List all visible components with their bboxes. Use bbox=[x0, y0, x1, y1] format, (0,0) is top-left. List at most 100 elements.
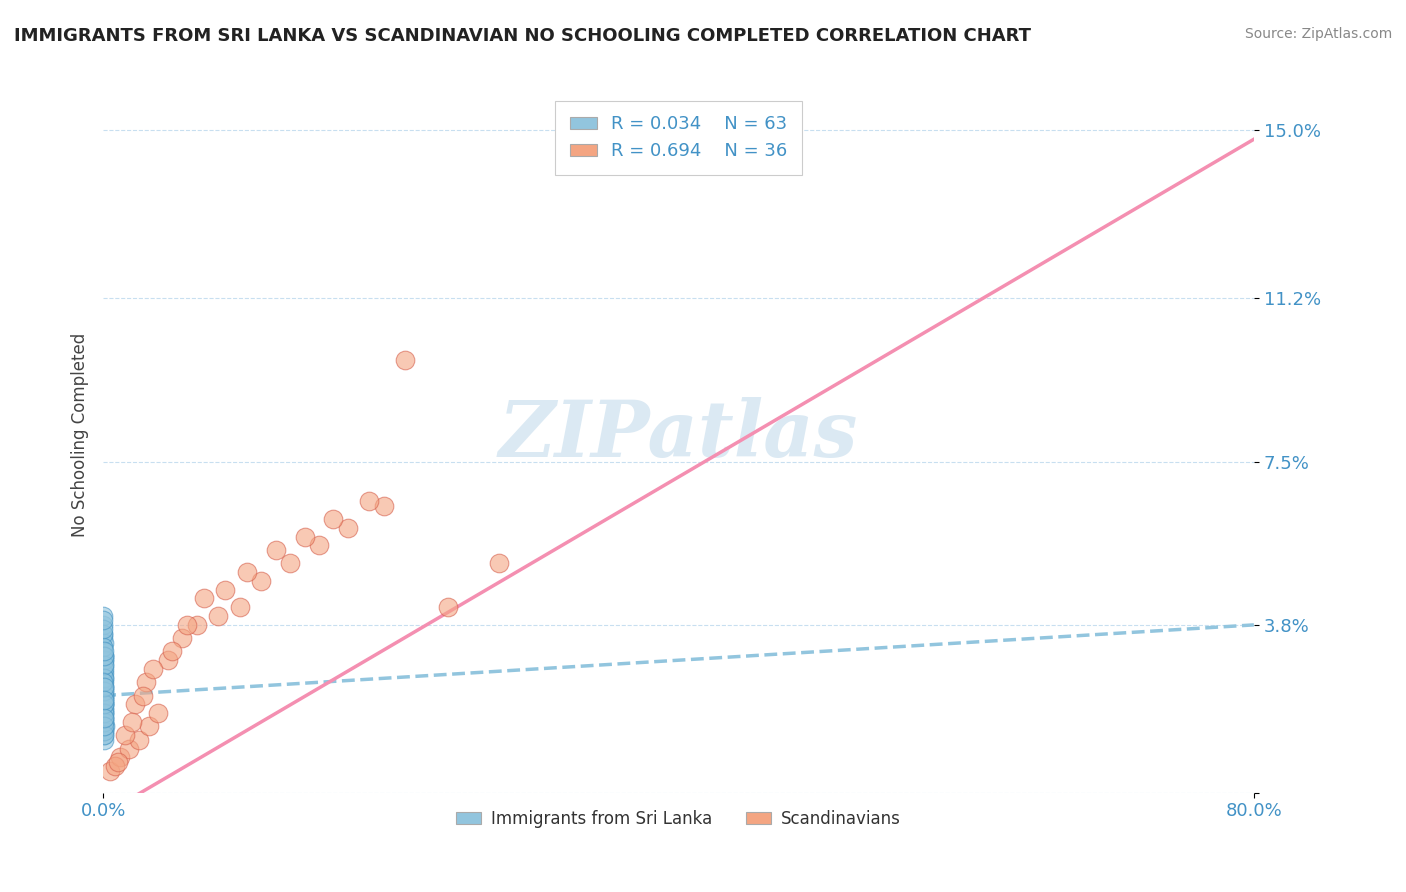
Point bbox=[93, 693, 115, 707]
Point bbox=[359, 494, 381, 508]
Point bbox=[128, 732, 150, 747]
Point bbox=[124, 698, 146, 712]
Point bbox=[132, 689, 155, 703]
Point bbox=[93, 714, 115, 729]
Point bbox=[488, 556, 510, 570]
Point bbox=[93, 710, 115, 724]
Point bbox=[110, 750, 132, 764]
Point bbox=[93, 684, 115, 698]
Point bbox=[91, 644, 114, 658]
Point bbox=[93, 666, 115, 681]
Text: Source: ZipAtlas.com: Source: ZipAtlas.com bbox=[1244, 27, 1392, 41]
Point bbox=[93, 723, 115, 738]
Point bbox=[336, 521, 359, 535]
Point bbox=[93, 648, 115, 663]
Legend: Immigrants from Sri Lanka, Scandinavians: Immigrants from Sri Lanka, Scandinavians bbox=[450, 803, 907, 834]
Point bbox=[93, 648, 115, 663]
Point bbox=[91, 609, 114, 624]
Point bbox=[193, 591, 215, 606]
Point bbox=[93, 657, 115, 672]
Point bbox=[236, 565, 259, 579]
Point bbox=[93, 693, 115, 707]
Point bbox=[176, 618, 198, 632]
Point bbox=[91, 666, 114, 681]
Point bbox=[93, 671, 115, 685]
Point bbox=[93, 719, 115, 733]
Text: IMMIGRANTS FROM SRI LANKA VS SCANDINAVIAN NO SCHOOLING COMPLETED CORRELATION CHA: IMMIGRANTS FROM SRI LANKA VS SCANDINAVIA… bbox=[14, 27, 1031, 45]
Point bbox=[93, 702, 115, 716]
Point bbox=[93, 653, 115, 667]
Point bbox=[93, 675, 115, 690]
Point bbox=[93, 702, 115, 716]
Point bbox=[118, 741, 141, 756]
Point bbox=[229, 600, 252, 615]
Point bbox=[93, 640, 115, 654]
Point bbox=[93, 698, 115, 712]
Point bbox=[104, 759, 127, 773]
Point bbox=[93, 706, 115, 721]
Point bbox=[142, 662, 165, 676]
Point bbox=[98, 764, 121, 778]
Point bbox=[214, 582, 236, 597]
Point bbox=[107, 755, 129, 769]
Point bbox=[93, 706, 115, 721]
Point bbox=[93, 618, 115, 632]
Point bbox=[93, 671, 115, 685]
Point bbox=[93, 728, 115, 742]
Point bbox=[135, 675, 157, 690]
Point bbox=[93, 644, 115, 658]
Point bbox=[93, 698, 115, 712]
Point bbox=[93, 706, 115, 721]
Point bbox=[93, 728, 115, 742]
Point bbox=[114, 728, 136, 742]
Point bbox=[91, 614, 114, 628]
Text: ZIPatlas: ZIPatlas bbox=[499, 397, 858, 474]
Point bbox=[93, 662, 115, 676]
Point bbox=[93, 662, 115, 676]
Point bbox=[93, 684, 115, 698]
Point bbox=[437, 600, 460, 615]
Point bbox=[93, 626, 115, 640]
Point bbox=[91, 714, 114, 729]
Point bbox=[207, 609, 229, 624]
Point bbox=[93, 714, 115, 729]
Point bbox=[93, 653, 115, 667]
Point bbox=[264, 542, 287, 557]
Point bbox=[93, 693, 115, 707]
Point bbox=[93, 680, 115, 694]
Point bbox=[93, 675, 115, 690]
Point bbox=[93, 640, 115, 654]
Point bbox=[160, 644, 183, 658]
Point bbox=[93, 657, 115, 672]
Point bbox=[93, 689, 115, 703]
Point bbox=[93, 689, 115, 703]
Point bbox=[308, 538, 330, 552]
Point bbox=[93, 698, 115, 712]
Point bbox=[93, 631, 115, 645]
Point bbox=[278, 556, 301, 570]
Point bbox=[93, 710, 115, 724]
Point bbox=[294, 530, 316, 544]
Point bbox=[93, 675, 115, 690]
Point bbox=[121, 714, 143, 729]
Point bbox=[93, 723, 115, 738]
Point bbox=[138, 719, 160, 733]
Point bbox=[93, 719, 115, 733]
Point bbox=[373, 499, 395, 513]
Point bbox=[93, 732, 115, 747]
Point bbox=[93, 710, 115, 724]
Point bbox=[91, 626, 114, 640]
Point bbox=[322, 512, 344, 526]
Y-axis label: No Schooling Completed: No Schooling Completed bbox=[72, 333, 89, 537]
Point bbox=[93, 698, 115, 712]
Point bbox=[186, 618, 208, 632]
Point bbox=[172, 631, 194, 645]
Point bbox=[394, 353, 416, 368]
Point bbox=[93, 689, 115, 703]
Point bbox=[91, 622, 114, 636]
Point bbox=[93, 648, 115, 663]
Point bbox=[93, 680, 115, 694]
Point bbox=[93, 648, 115, 663]
Point bbox=[250, 574, 273, 588]
Point bbox=[93, 671, 115, 685]
